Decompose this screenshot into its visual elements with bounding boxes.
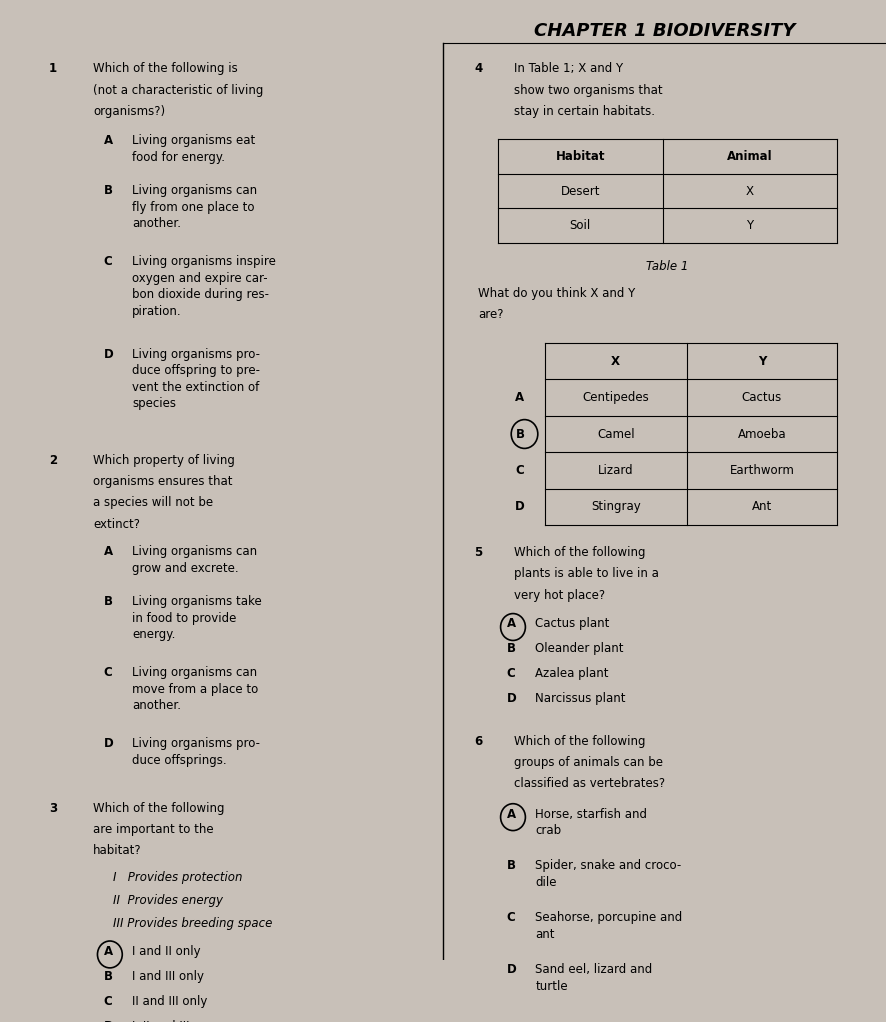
Text: Y: Y [758, 355, 766, 368]
Text: I, II and III: I, II and III [132, 1020, 190, 1022]
Text: 3: 3 [49, 802, 57, 815]
Text: Sand eel, lizard and
turtle: Sand eel, lizard and turtle [535, 963, 652, 992]
Text: III Provides breeding space: III Provides breeding space [113, 917, 272, 930]
Text: Earthworm: Earthworm [729, 464, 795, 477]
Text: a species will not be: a species will not be [93, 497, 214, 509]
Text: C: C [104, 666, 113, 680]
Text: X: X [746, 185, 754, 197]
Text: I and II only: I and II only [132, 945, 200, 958]
Text: Which of the following: Which of the following [514, 547, 645, 559]
Text: B: B [104, 596, 113, 608]
Text: A: A [516, 391, 525, 404]
Text: C: C [516, 464, 525, 477]
Text: Camel: Camel [597, 427, 634, 440]
Text: groups of animals can be: groups of animals can be [514, 755, 663, 769]
Text: Living organisms pro-
duce offspring to pre-
vent the extinction of
species: Living organisms pro- duce offspring to … [132, 347, 260, 410]
Text: organisms?): organisms?) [93, 104, 165, 118]
Text: Which of the following: Which of the following [514, 735, 645, 747]
Text: Living organisms pro-
duce offsprings.: Living organisms pro- duce offsprings. [132, 738, 260, 766]
Text: Which of the following is: Which of the following is [93, 62, 237, 76]
Text: I and III only: I and III only [132, 970, 204, 983]
Text: B: B [507, 860, 516, 873]
Text: plants is able to live in a: plants is able to live in a [514, 567, 659, 580]
Text: Living organisms inspire
oxygen and expire car-
bon dioxide during res-
piration: Living organisms inspire oxygen and expi… [132, 256, 276, 318]
Text: habitat?: habitat? [93, 844, 142, 857]
Text: C: C [507, 912, 516, 924]
Text: A: A [507, 617, 516, 631]
Text: Horse, starfish and
crab: Horse, starfish and crab [535, 807, 647, 837]
Text: very hot place?: very hot place? [514, 589, 605, 602]
Text: D: D [104, 738, 113, 750]
Text: A: A [507, 807, 516, 821]
Text: Which property of living: Which property of living [93, 454, 235, 467]
Text: Cactus plant: Cactus plant [535, 617, 610, 631]
Text: are important to the: are important to the [93, 823, 214, 836]
Text: 1: 1 [49, 62, 57, 76]
Text: stay in certain habitats.: stay in certain habitats. [514, 104, 655, 118]
Text: Amoeba: Amoeba [738, 427, 786, 440]
Text: Seahorse, porcupine and
ant: Seahorse, porcupine and ant [535, 912, 682, 940]
Text: Table 1: Table 1 [647, 261, 688, 273]
Text: Living organisms can
move from a place to
another.: Living organisms can move from a place t… [132, 666, 258, 712]
Text: (not a characteristic of living: (not a characteristic of living [93, 84, 263, 96]
Text: Living organisms take
in food to provide
energy.: Living organisms take in food to provide… [132, 596, 261, 642]
Text: Oleander plant: Oleander plant [535, 643, 624, 655]
Text: D: D [515, 501, 525, 513]
Text: A: A [104, 135, 113, 147]
Text: B: B [516, 427, 525, 440]
Text: Which of the following: Which of the following [93, 802, 224, 815]
Text: C: C [507, 667, 516, 681]
Text: organisms ensures that: organisms ensures that [93, 475, 232, 489]
Text: Azalea plant: Azalea plant [535, 667, 609, 681]
Text: B: B [104, 970, 113, 983]
Text: C: C [104, 994, 113, 1008]
Text: Centipedes: Centipedes [582, 391, 649, 404]
Text: C: C [104, 256, 113, 269]
Text: D: D [104, 1020, 113, 1022]
Text: Living organisms can
grow and excrete.: Living organisms can grow and excrete. [132, 546, 257, 575]
Text: Desert: Desert [561, 185, 600, 197]
Text: A: A [104, 945, 113, 958]
Text: 6: 6 [474, 735, 482, 747]
Text: In Table 1; X and Y: In Table 1; X and Y [514, 62, 623, 76]
Text: What do you think X and Y: What do you think X and Y [478, 287, 635, 300]
Text: Narcissus plant: Narcissus plant [535, 692, 626, 705]
Text: Y: Y [746, 219, 754, 232]
Text: Spider, snake and croco-
dile: Spider, snake and croco- dile [535, 860, 681, 889]
Text: 5: 5 [474, 547, 482, 559]
Text: Cactus: Cactus [742, 391, 782, 404]
Text: 4: 4 [474, 62, 482, 76]
Text: Living organisms eat
food for energy.: Living organisms eat food for energy. [132, 135, 255, 164]
Text: Stingray: Stingray [591, 501, 641, 513]
Text: Soil: Soil [570, 219, 591, 232]
Text: X: X [611, 355, 620, 368]
Text: II  Provides energy: II Provides energy [113, 894, 222, 907]
Text: D: D [104, 347, 113, 361]
Text: CHAPTER 1 BIODIVERSITY: CHAPTER 1 BIODIVERSITY [533, 22, 796, 40]
Text: show two organisms that: show two organisms that [514, 84, 663, 96]
Text: classified as vertebrates?: classified as vertebrates? [514, 777, 665, 790]
Text: B: B [104, 184, 113, 197]
Text: I   Provides protection: I Provides protection [113, 871, 242, 884]
Text: Habitat: Habitat [556, 150, 605, 164]
Text: are?: are? [478, 309, 504, 321]
Text: B: B [507, 643, 516, 655]
Text: Living organisms can
fly from one place to
another.: Living organisms can fly from one place … [132, 184, 257, 230]
Text: extinct?: extinct? [93, 517, 140, 530]
Text: Lizard: Lizard [598, 464, 633, 477]
Text: A: A [104, 546, 113, 558]
Text: 2: 2 [49, 454, 57, 467]
Text: D: D [507, 963, 517, 976]
Text: Animal: Animal [727, 150, 773, 164]
Text: II and III only: II and III only [132, 994, 207, 1008]
Text: D: D [507, 692, 517, 705]
Text: Ant: Ant [752, 501, 772, 513]
